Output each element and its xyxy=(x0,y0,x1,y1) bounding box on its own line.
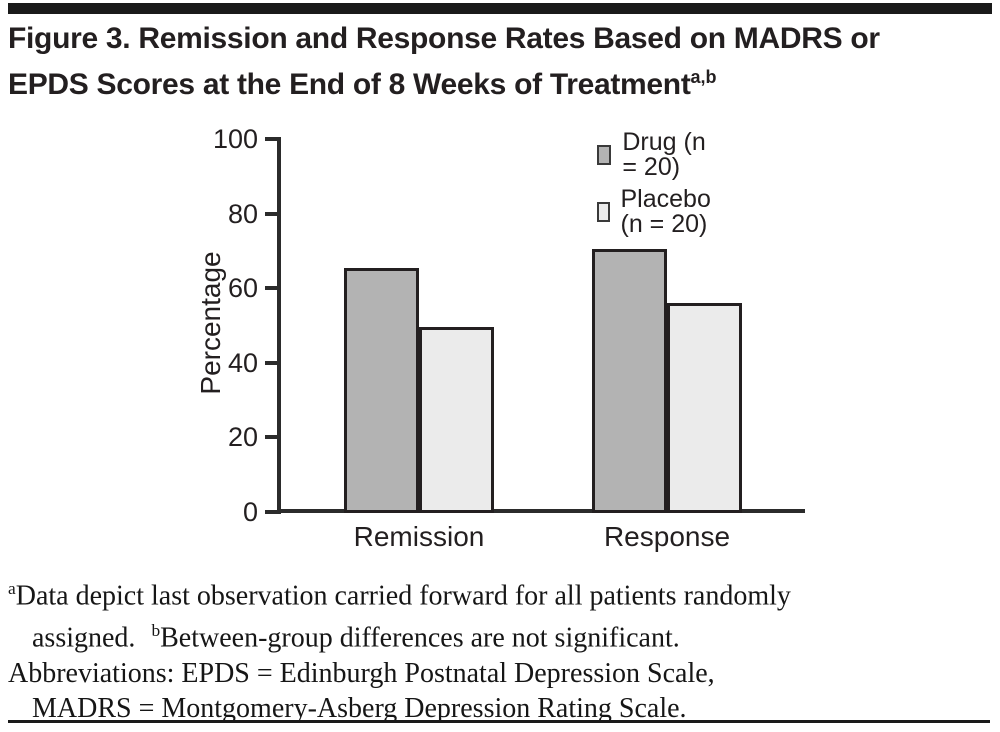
bar-drug-remission xyxy=(344,267,419,514)
footnote-line-2: assigned. bBetween-group differences are … xyxy=(32,621,680,654)
figure-title-line2: EPDS Scores at the End of 8 Weeks of Tre… xyxy=(8,68,691,101)
x-axis-line xyxy=(277,509,805,513)
legend-row-drug: Drug (n = 20) xyxy=(597,130,718,180)
y-axis-tick xyxy=(265,286,278,290)
y-axis-tick-label: 20 xyxy=(227,422,258,452)
y-axis-tick xyxy=(265,435,278,439)
footnote-line-4: MADRS = Montgomery-Asberg Depression Rat… xyxy=(32,692,687,724)
footnote-line-1: aData depict last observation carried fo… xyxy=(8,579,791,612)
y-axis-line xyxy=(277,137,281,514)
category-label-response: Response xyxy=(603,521,731,552)
bar-drug-response xyxy=(592,248,667,514)
footnote-superscript-a: a xyxy=(8,579,16,598)
bar-placebo-remission xyxy=(419,327,494,514)
category-label-remission: Remission xyxy=(353,521,485,552)
legend: Drug (n = 20) Placebo (n = 20) xyxy=(597,130,718,244)
figure-title: Figure 3. Remission and Response Rates B… xyxy=(8,20,994,104)
legend-label-placebo: Placebo (n = 20) xyxy=(620,185,711,238)
y-axis-tick-label: 40 xyxy=(227,347,258,378)
y-axis-tick-label: 80 xyxy=(227,198,258,229)
y-axis-tick xyxy=(265,360,278,365)
legend-label-drug: Drug (n = 20) xyxy=(622,128,706,181)
y-axis-tick-label: 100 xyxy=(212,124,258,154)
bar-placebo-response xyxy=(667,302,742,514)
legend-row-placebo: Placebo (n = 20) xyxy=(597,187,718,237)
footnote-line-3: Abbreviations: EPDS = Edinburgh Postnata… xyxy=(8,657,715,689)
footnotes: aData depict last observation carried fo… xyxy=(8,571,988,726)
bottom-rule xyxy=(8,720,990,723)
figure-title-line1: Figure 3. Remission and Response Rates B… xyxy=(8,22,880,55)
y-axis-tick xyxy=(265,137,278,141)
top-rule xyxy=(8,3,992,14)
y-axis-tick xyxy=(265,509,278,514)
y-axis-tick-label: 60 xyxy=(227,273,258,303)
legend-swatch-placebo-icon xyxy=(597,202,610,222)
footnote-superscript-b: b xyxy=(151,621,161,641)
y-axis-label: Percentage xyxy=(195,251,226,395)
legend-swatch-drug-icon xyxy=(597,145,612,165)
figure-title-superscript: a,b xyxy=(690,67,717,87)
y-axis-tick xyxy=(265,211,278,216)
y-axis-tick-label: 0 xyxy=(242,496,258,527)
